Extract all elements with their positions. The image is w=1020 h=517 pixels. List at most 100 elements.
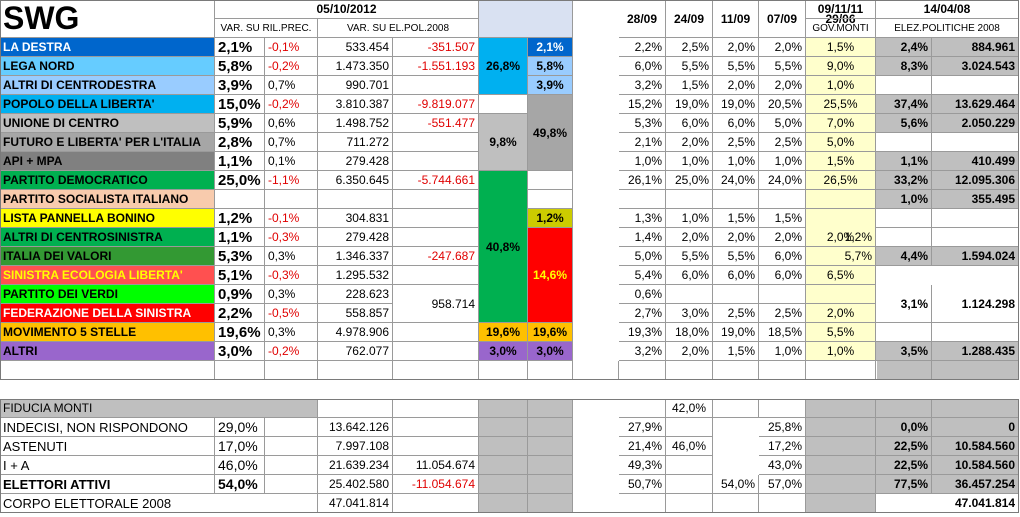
party-hist-0: 3,2% <box>619 342 666 361</box>
party-hist-3: 24,0% <box>759 171 806 190</box>
bottom-var-el: -11.054.674 <box>393 475 479 494</box>
party-el-votes: 410.499 <box>932 152 1019 171</box>
party-hist-2: 1,5% <box>713 209 759 228</box>
party-var-prev: 0,3% <box>265 285 318 304</box>
party-gov: 5,5% <box>806 323 876 342</box>
party-hist-0: 15,2% <box>619 95 666 114</box>
party-gov: 26,5% <box>806 171 876 190</box>
party-votes <box>318 190 393 209</box>
bottom-hist-1 <box>666 475 713 494</box>
elez-label: ELEZ.POLITICHE 2008 <box>876 19 1019 38</box>
party-hist-2: 5,5% <box>713 247 759 266</box>
party-votes: 1.295.532 <box>318 266 393 285</box>
party-el-votes: 12.095.306 <box>932 171 1019 190</box>
bottom-c1 <box>479 475 528 494</box>
party-var-prev: 0,6% <box>265 114 318 133</box>
bottom-c1 <box>479 437 528 456</box>
party-name: API + MPA <box>0 152 215 171</box>
bottom-el-pct: 22,5% <box>876 437 932 456</box>
bottom-var-el <box>393 494 479 513</box>
party-name: FEDERAZIONE DELLA SINISTRA <box>0 304 215 323</box>
party-pct: 1,1% <box>215 152 265 171</box>
bottom-label: FIDUCIA MONTI <box>0 399 318 418</box>
party-var-prev: -0,2% <box>265 95 318 114</box>
bottom-gov <box>806 399 876 418</box>
bottom-hist-3: 57,0% <box>759 475 806 494</box>
party-hist-0: 1,4% <box>619 228 666 247</box>
pd-c2-blank <box>528 171 573 190</box>
bottom-el-votes: 10.584.560 <box>932 456 1019 475</box>
party-var-prev: -0,3% <box>265 266 318 285</box>
party-hist-2: 2,0% <box>713 38 759 57</box>
party-hist-0: 5,4% <box>619 266 666 285</box>
pdl-c1-blank <box>479 95 528 114</box>
party-hist-1: 1,5% <box>666 76 713 95</box>
swg-logo: SWG <box>0 0 215 38</box>
party-pct: 2,2% <box>215 304 265 323</box>
bottom-votes: 47.041.814 <box>318 494 393 513</box>
bottom-label: INDECISI, NON RISPONDONO <box>0 418 215 437</box>
bottom-c1 <box>479 456 528 475</box>
party-el-pct <box>876 133 932 152</box>
party-hist-2: 6,0% <box>713 114 759 133</box>
party-el-votes <box>932 323 1019 342</box>
party-hist-3: 5,5% <box>759 57 806 76</box>
party-el-votes: 1.288.435 <box>932 342 1019 361</box>
party-name: PARTITO SOCIALISTA ITALIANO <box>0 190 215 209</box>
party-hist-3: 2,5% <box>759 133 806 152</box>
party-gov: 7,0% <box>806 114 876 133</box>
party-el-pct: 1,1% <box>876 152 932 171</box>
verdi-var-el: 958.714 <box>393 285 479 323</box>
c2-2: 3,9% <box>528 76 573 95</box>
party-hist-1: 19,0% <box>666 95 713 114</box>
bottom-el-pct: 22,5% <box>876 456 932 475</box>
party-var-prev: 0,7% <box>265 133 318 152</box>
party-hist-3: 2,0% <box>759 76 806 95</box>
party-pct: 3,0% <box>215 342 265 361</box>
party-hist-3: 2,0% <box>759 228 806 247</box>
bottom-hist-2: 54,0% <box>713 475 759 494</box>
party-hist-3: 6,0% <box>759 266 806 285</box>
party-gov: 1,0% <box>806 342 876 361</box>
bottom-gov <box>806 494 876 513</box>
party-name: PARTITO DEI VERDI <box>0 285 215 304</box>
bottom-c1 <box>479 494 528 513</box>
party-hist-0: 2,7% <box>619 304 666 323</box>
bottom-c2 <box>528 399 573 418</box>
party-votes: 533.454 <box>318 38 393 57</box>
empty-row <box>806 361 876 380</box>
party-hist-3 <box>759 285 806 304</box>
party-votes: 3.810.387 <box>318 95 393 114</box>
bottom-el-pct: 77,5% <box>876 475 932 494</box>
header-blank <box>479 0 573 38</box>
week-0: 28/09 <box>619 0 666 38</box>
party-gov: 9,0% <box>806 57 876 76</box>
party-hist-4: 5,7% <box>806 247 876 266</box>
party-hist-0: 19,3% <box>619 323 666 342</box>
party-el-pct: 3,5% <box>876 342 932 361</box>
party-gov: 1,5% <box>806 152 876 171</box>
party-pct: 0,9% <box>215 285 265 304</box>
party-hist-0: 26,1% <box>619 171 666 190</box>
party-hist-3 <box>759 190 806 209</box>
party-el-votes: 884.961 <box>932 38 1019 57</box>
party-hist-0: 1,0% <box>619 152 666 171</box>
empty-row <box>318 361 393 380</box>
bottom-el-pct: 0,0% <box>876 418 932 437</box>
party-var-prev: 0,3% <box>265 247 318 266</box>
party-var-prev: 0,7% <box>265 76 318 95</box>
bottom-gov <box>806 418 876 437</box>
party-hist-1 <box>666 285 713 304</box>
empty-row <box>619 361 666 380</box>
party-votes: 1.473.350 <box>318 57 393 76</box>
party-hist-1: 3,0% <box>666 304 713 323</box>
party-el-pct <box>876 323 932 342</box>
party-var-el <box>393 342 479 361</box>
party-hist-2: 19,0% <box>713 95 759 114</box>
bottom-blank <box>265 475 318 494</box>
verdi-el-pct: 3,1% <box>876 285 932 323</box>
party-hist-1: 2,0% <box>666 342 713 361</box>
party-el-pct: 4,4% <box>876 247 932 266</box>
party-hist-1: 2,0% <box>666 133 713 152</box>
party-var-el: -247.687 <box>393 247 479 266</box>
